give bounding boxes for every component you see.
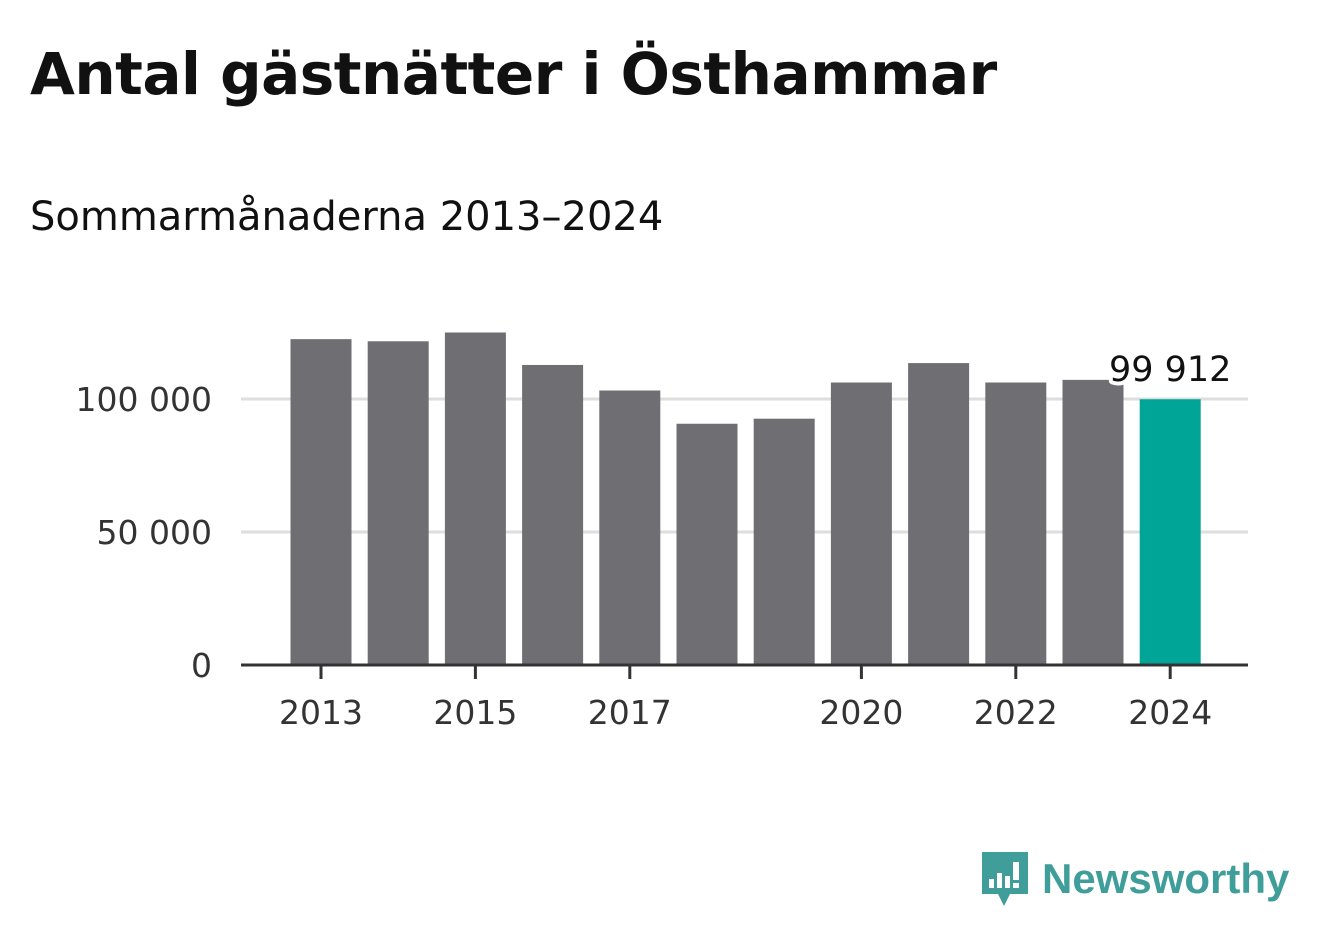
bar-2023: [1062, 379, 1124, 665]
newsworthy-logo-icon: [982, 852, 1028, 906]
bar-2024: [1139, 399, 1201, 665]
bar-2018: [676, 423, 738, 665]
data-label: 99 912: [1109, 350, 1231, 390]
chart-title: Antal gästnätter i Östhammar: [30, 40, 997, 108]
bar-2021: [908, 363, 970, 665]
bar-2022: [985, 382, 1047, 665]
y-tick-label: 100 000: [76, 380, 212, 419]
y-tick-label: 0: [191, 646, 212, 685]
x-tick-label: 2013: [279, 693, 363, 732]
bar-2019: [753, 418, 815, 665]
bar-chart: 0 50 000 100 000 2013 2015 2017 2020 2022 2024 99…: [76, 332, 1248, 732]
bar-2014: [367, 341, 429, 665]
brand-name: Newsworthy: [1042, 855, 1290, 902]
newsworthy-logo: Newsworthy: [980, 848, 1289, 910]
bar-2020: [830, 382, 892, 665]
x-tick-label: 2017: [588, 693, 672, 732]
bar-2013: [290, 339, 352, 665]
x-tick-label: 2024: [1128, 693, 1212, 732]
x-tick-label: 2020: [819, 693, 903, 732]
bar-2017: [599, 390, 661, 665]
y-tick-label: 50 000: [97, 513, 212, 552]
x-tick-label: 2022: [974, 693, 1058, 732]
bar-2016: [522, 364, 584, 665]
chart-subtitle: Sommarmånaderna 2013–2024: [30, 194, 664, 240]
bar-2015: [444, 332, 506, 665]
x-tick-label: 2015: [433, 693, 517, 732]
